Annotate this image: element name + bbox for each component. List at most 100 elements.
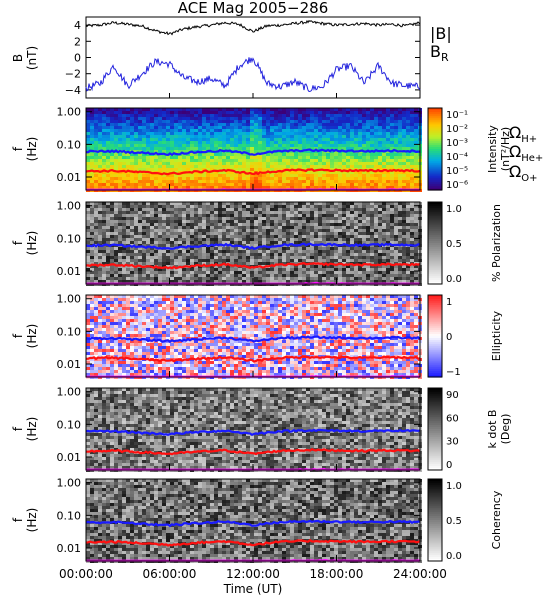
spectrogram-cell <box>358 123 362 126</box>
spectrogram-cell <box>362 238 366 241</box>
spectrogram-cell <box>238 183 242 186</box>
spectrogram-cell <box>378 165 382 168</box>
spectrogram-cell <box>290 211 294 214</box>
spectrogram-cell <box>170 183 174 186</box>
spectrogram-cell <box>94 141 98 144</box>
spectrogram-cell <box>182 235 186 238</box>
spectrogram-cell <box>322 123 326 126</box>
spectrogram-cell <box>298 159 302 162</box>
spectrogram-cell <box>178 135 182 138</box>
spectrogram-cell <box>302 241 306 244</box>
spectrogram-cell <box>378 265 382 268</box>
spectrogram-cell <box>318 238 322 241</box>
spectrogram-cell <box>118 232 122 235</box>
spectrogram-cell <box>182 111 186 114</box>
spectrogram-cell <box>310 129 314 132</box>
spectrogram-cell <box>378 217 382 220</box>
spectrogram-cell <box>178 183 182 186</box>
spectrogram-cell <box>366 277 370 280</box>
spectrogram-cell <box>246 150 250 153</box>
spectrogram-cell <box>150 129 154 132</box>
spectrogram-cell <box>290 171 294 174</box>
spectrogram-cell <box>306 123 310 126</box>
spectrogram-cell <box>170 117 174 120</box>
spectrogram-cell <box>130 111 134 114</box>
colorbar-segment <box>428 249 442 252</box>
spectrogram-cell <box>126 226 130 229</box>
spectrogram-cell <box>350 123 354 126</box>
spectrogram-cell <box>186 162 190 165</box>
spectrogram-cell <box>350 183 354 186</box>
spectrogram-cell <box>238 108 242 111</box>
spectrogram-cell <box>182 186 186 189</box>
spectrogram-cell <box>318 214 322 217</box>
spectrogram-cell <box>110 126 114 129</box>
spectrogram-cell <box>222 180 226 183</box>
spectrogram-cell <box>162 162 166 165</box>
spectrogram-cell <box>122 144 126 147</box>
spectrogram-cell <box>222 171 226 174</box>
spectrogram-cell <box>294 271 298 274</box>
spectrogram-cell <box>98 229 102 232</box>
spectrogram-cell <box>146 253 150 256</box>
spectrogram-cell <box>254 262 258 265</box>
spectrogram-cell <box>406 238 410 241</box>
spectrogram-cell <box>314 126 318 129</box>
spectrogram-cell <box>122 280 126 283</box>
spectrogram-cell <box>290 177 294 180</box>
spectrogram-cell <box>202 250 206 253</box>
spectrogram-cell <box>142 208 146 211</box>
spectrogram-cell <box>410 126 414 129</box>
spectrogram-cell <box>402 138 406 141</box>
spectrogram-cell <box>186 150 190 153</box>
spectrogram-cell <box>346 144 350 147</box>
spectrogram-cell <box>310 117 314 120</box>
spectrogram-cell <box>162 268 166 271</box>
spectrogram-cell <box>270 153 274 156</box>
spectrogram-cell <box>410 241 414 244</box>
spectrogram-cell <box>162 126 166 129</box>
spectrogram-cell <box>166 141 170 144</box>
spectrogram-cell <box>350 120 354 123</box>
spectrogram-cell <box>138 147 142 150</box>
spectrogram-cell <box>350 253 354 256</box>
spectrogram-cell <box>142 211 146 214</box>
spectrogram-cell <box>278 223 282 226</box>
spectrogram-cell <box>302 271 306 274</box>
spectrogram-cell <box>106 123 110 126</box>
spectrogram-cell <box>378 232 382 235</box>
spectrogram-cell <box>290 129 294 132</box>
spectrogram-cell <box>150 135 154 138</box>
spectrogram-cell <box>322 208 326 211</box>
spectrogram-cell <box>162 235 166 238</box>
spectrogram-cell <box>142 271 146 274</box>
spectrogram-cell <box>166 217 170 220</box>
spectrogram-cell <box>218 156 222 159</box>
spectrogram-cell <box>90 214 94 217</box>
spectrogram-cell <box>330 117 334 120</box>
spectrogram-cell <box>366 247 370 250</box>
spectrogram-cell <box>406 159 410 162</box>
spectrogram-cell <box>386 165 390 168</box>
spectrogram-cell <box>390 165 394 168</box>
spectrogram-cell <box>294 277 298 280</box>
spectrogram-cell <box>206 165 210 168</box>
spectrogram-cell <box>182 174 186 177</box>
spectrogram-cell <box>358 256 362 259</box>
spectrogram-cell <box>118 214 122 217</box>
spectrogram-cell <box>370 114 374 117</box>
spectrogram-cell <box>166 226 170 229</box>
spectrogram-cell <box>182 295 186 298</box>
spectrogram-cell <box>286 223 290 226</box>
spectrogram-cell <box>282 159 286 162</box>
spectrogram-cell <box>174 159 178 162</box>
spectrogram-cell <box>238 132 242 135</box>
spectrogram-cell <box>338 268 342 271</box>
spectrogram-cell <box>118 171 122 174</box>
spectrogram-cell <box>326 220 330 223</box>
spectrogram-cell <box>106 111 110 114</box>
spectrogram-cell <box>254 235 258 238</box>
spectrogram-cell <box>138 135 142 138</box>
spectrogram-cell <box>94 129 98 132</box>
spectrogram-cell <box>222 217 226 220</box>
